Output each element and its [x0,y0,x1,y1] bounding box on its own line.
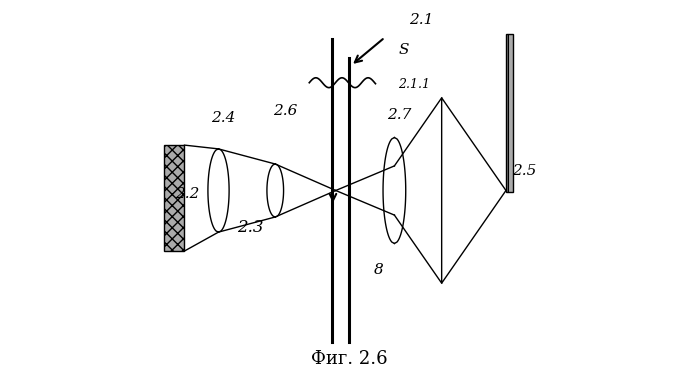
Text: 2.3: 2.3 [237,219,264,236]
Bar [163,145,184,251]
Text: Фиг. 2.6: Фиг. 2.6 [311,350,387,368]
Bar [506,34,513,192]
Text: 2.5: 2.5 [512,164,536,178]
Text: 8: 8 [373,263,383,277]
Text: S: S [398,43,408,57]
Text: 2.2: 2.2 [175,187,200,201]
Text: 2.1.1: 2.1.1 [398,78,430,91]
Text: 2.1: 2.1 [410,13,434,27]
Text: 2.7: 2.7 [387,108,411,122]
Text: 2.6: 2.6 [274,104,298,118]
Text: 2.4: 2.4 [211,111,235,125]
